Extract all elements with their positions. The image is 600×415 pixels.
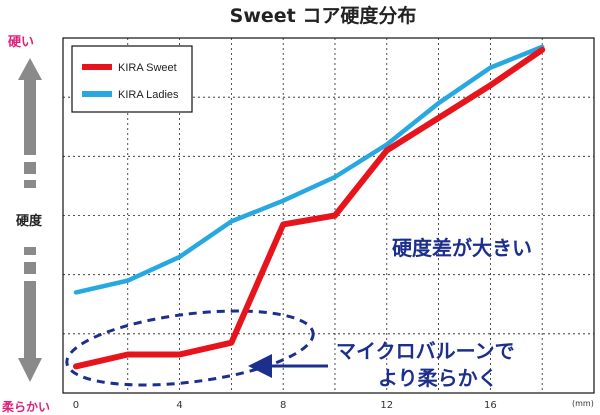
x-axis-ticks: 0 4 8 12 16 [73, 400, 497, 411]
y-label-soft: 柔らかい [1, 399, 50, 414]
x-tick-label: 4 [176, 400, 182, 411]
y-label-hard: 硬い [8, 35, 34, 50]
plot-frame [62, 37, 595, 394]
annotation-microballoon-line1: マイクロバルーンで [336, 339, 515, 363]
x-axis-unit: (mm) [572, 399, 594, 408]
annotation-hardness-difference: 硬度差が大きい [392, 236, 532, 260]
legend-label-kira-sweet: KIRA Sweet [118, 62, 177, 74]
chart-title: Sweet コア硬度分布 [230, 4, 417, 27]
up-arrow-icon [18, 58, 42, 188]
series-line-kira-ladies [73, 44, 545, 295]
y-label-hardness: 硬度 [16, 213, 43, 229]
x-tick-label: 16 [484, 400, 497, 411]
series-line-kira-sweet [73, 46, 546, 370]
legend-box [71, 45, 193, 113]
annotation-microballoon-line2: より柔らかく [378, 366, 498, 390]
soft-center-highlight [65, 309, 315, 387]
legend: KIRA Sweet KIRA Ladies [71, 45, 193, 113]
down-arrow-icon [18, 247, 42, 382]
series-layer [73, 44, 546, 370]
x-tick-label: 8 [280, 400, 286, 411]
legend-label-kira-ladies: KIRA Ladies [118, 89, 179, 101]
x-tick-label: 12 [380, 400, 393, 411]
x-tick-label: 0 [73, 400, 79, 411]
